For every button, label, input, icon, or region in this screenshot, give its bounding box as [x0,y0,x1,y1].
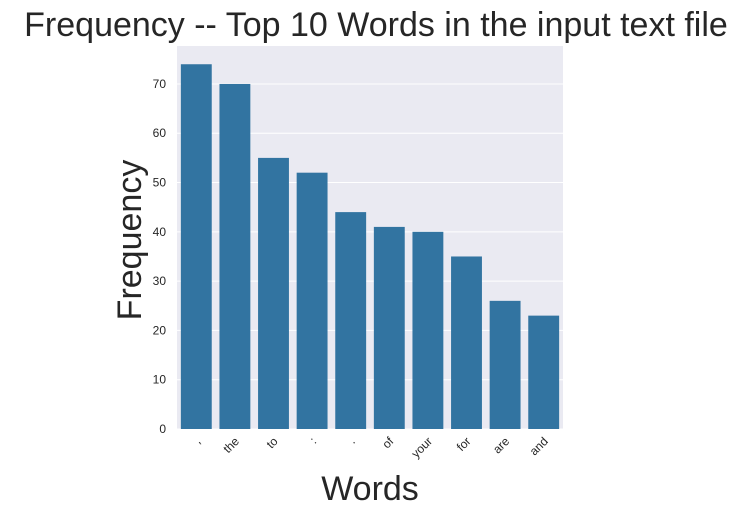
chart-title: Frequency -- Top 10 Words in the input t… [24,6,728,44]
x-tick-label: of [379,434,396,451]
x-tick-label: to [264,434,281,451]
y-axis-label: Frequency [111,160,149,321]
bar [489,300,521,429]
y-tick-label: 0 [159,422,166,436]
y-tick-label: 40 [153,225,167,239]
x-tick-label: the [220,434,242,456]
x-tick-label: : [307,434,319,446]
bar [258,157,289,429]
x-axis-ticks: , the to:. of your for are and [191,434,551,461]
bar [451,256,482,429]
bar [335,212,367,429]
bar [373,226,405,429]
bars [180,64,560,429]
bar [296,172,328,429]
y-tick-label: 30 [153,274,167,288]
bar [412,231,444,429]
x-tick-label: and [527,434,551,458]
x-tick-label: are [490,434,512,456]
bar [528,315,560,429]
x-tick-label: . [346,434,358,446]
y-tick-label: 60 [153,126,167,140]
x-tick-label: your [409,434,435,460]
x-axis-label: Words [321,470,419,508]
y-tick-label: 10 [153,373,167,387]
y-tick-label: 50 [153,176,167,190]
y-axis-ticks: 0 10 20 30 40 50 60 70 [153,77,167,436]
x-tick-label: , [191,434,203,446]
y-tick-label: 20 [153,323,167,337]
bar [219,83,251,429]
x-tick-label: for [454,434,474,454]
y-tick-label: 70 [153,77,167,91]
bar [180,64,212,429]
